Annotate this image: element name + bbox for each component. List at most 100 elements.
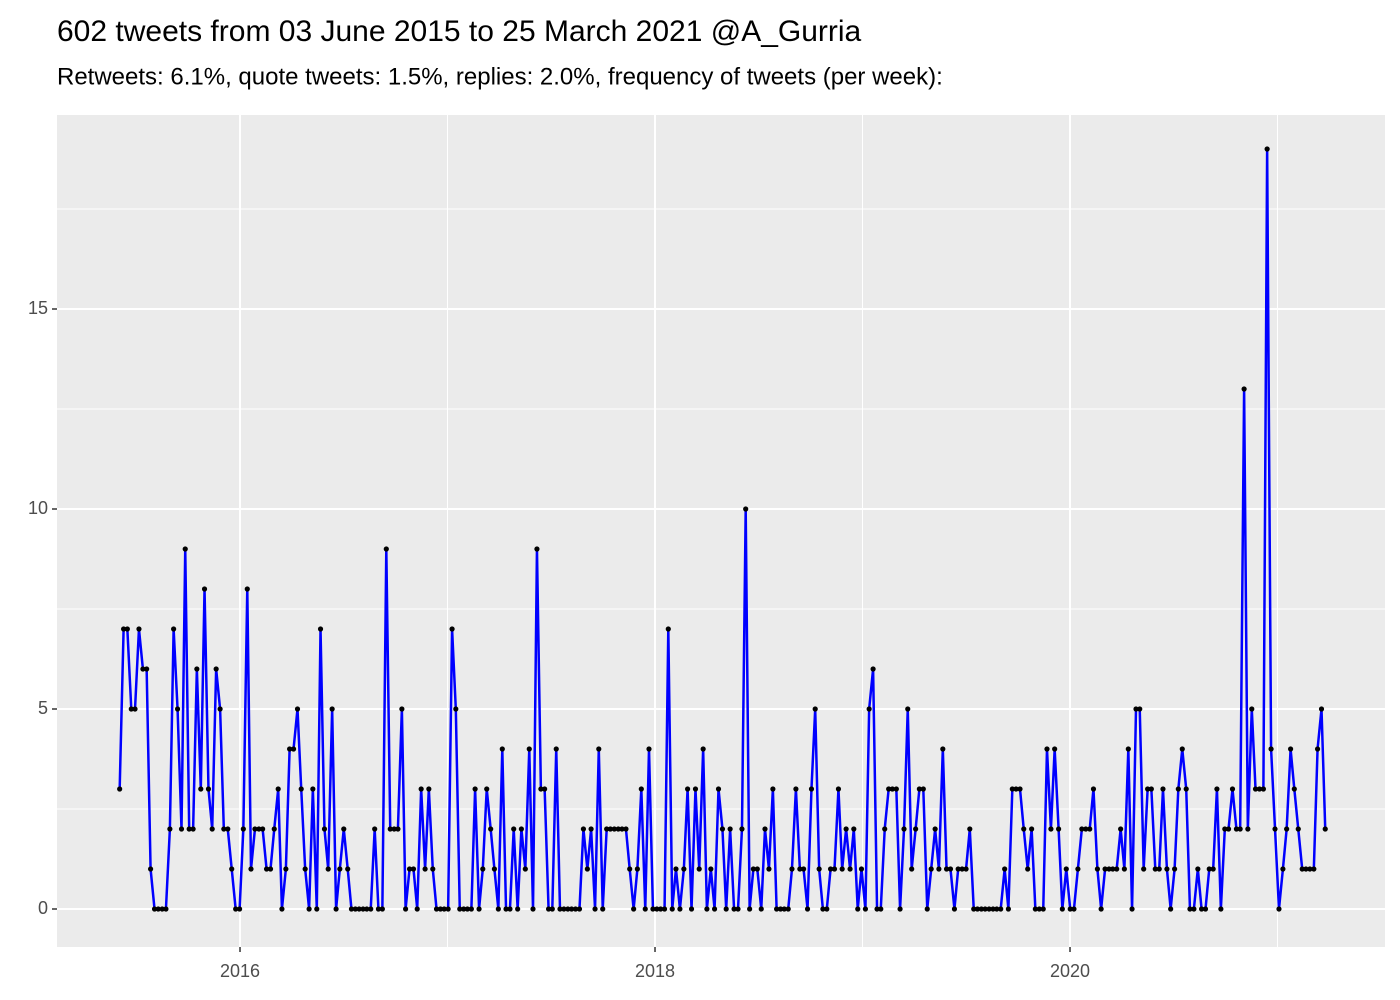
data-point: [155, 906, 161, 912]
data-point: [1214, 786, 1220, 792]
data-point: [688, 906, 695, 912]
data-point: [673, 866, 679, 872]
data-point: [159, 906, 165, 912]
data-point: [248, 866, 254, 872]
data-point: [692, 786, 699, 792]
data-point: [136, 626, 142, 632]
data-point: [1059, 906, 1065, 912]
data-point: [1202, 906, 1209, 912]
data-point: [882, 826, 888, 832]
data-point: [375, 906, 382, 912]
data-point: [445, 906, 451, 912]
data-point: [627, 866, 633, 872]
data-point: [302, 866, 308, 872]
data-point: [372, 826, 378, 832]
data-point: [298, 786, 304, 792]
data-point: [642, 906, 648, 912]
data-point: [422, 866, 428, 872]
data-point: [1260, 786, 1267, 792]
data-point: [1198, 906, 1205, 912]
data-point: [530, 906, 536, 912]
data-point: [785, 906, 791, 912]
data-point: [1110, 866, 1116, 872]
data-point: [990, 906, 996, 912]
data-point: [1017, 786, 1023, 792]
data-point: [762, 826, 768, 832]
data-point: [217, 706, 223, 712]
data-point: [1284, 826, 1290, 832]
data-point: [1179, 746, 1185, 752]
data-point: [831, 866, 838, 872]
data-point: [263, 866, 270, 872]
y-tick-label: 10: [28, 498, 48, 518]
data-point: [1133, 706, 1139, 712]
data-point: [886, 786, 892, 792]
data-point: [804, 906, 811, 912]
data-point: [233, 906, 239, 912]
data-point: [1164, 866, 1170, 872]
data-point: [267, 866, 274, 872]
data-point: [696, 866, 702, 872]
data-point: [959, 866, 965, 872]
data-point: [951, 906, 958, 912]
data-point: [472, 786, 478, 792]
data-point: [352, 906, 358, 912]
data-point: [534, 546, 540, 552]
data-point: [1210, 866, 1216, 872]
data-point: [572, 906, 579, 912]
data-point: [1145, 786, 1151, 792]
data-point: [271, 826, 277, 832]
data-point: [1276, 906, 1282, 912]
data-point: [827, 866, 834, 872]
data-point: [1094, 866, 1101, 872]
data-point: [1168, 906, 1174, 912]
data-point: [719, 826, 726, 832]
data-point: [1141, 866, 1147, 872]
data-point: [368, 906, 374, 912]
data-point: [1291, 786, 1297, 792]
data-point: [441, 906, 447, 912]
data-point: [287, 746, 293, 752]
data-point: [1225, 826, 1232, 832]
data-point: [237, 906, 243, 912]
data-point: [897, 906, 903, 912]
data-point: [1067, 906, 1073, 912]
data-point: [731, 906, 737, 912]
data-point: [480, 866, 486, 872]
data-point: [858, 866, 865, 872]
data-point: [1233, 826, 1240, 832]
data-point: [824, 906, 830, 912]
data-point: [607, 826, 614, 832]
data-point: [379, 906, 385, 912]
data-point: [526, 746, 532, 752]
data-point: [213, 666, 219, 672]
data-point: [1307, 866, 1313, 872]
data-point: [1303, 866, 1309, 872]
data-point: [1311, 866, 1317, 872]
data-point: [1071, 906, 1077, 912]
data-point: [198, 786, 204, 792]
data-point: [430, 866, 436, 872]
data-point: [994, 906, 1000, 912]
data-point: [1322, 826, 1328, 832]
data-point: [604, 826, 610, 832]
data-point: [1187, 906, 1193, 912]
data-point: [511, 826, 517, 832]
data-point: [209, 826, 215, 832]
data-point: [631, 906, 637, 912]
data-point: [151, 906, 158, 912]
data-point: [870, 666, 876, 672]
data-point: [924, 906, 930, 912]
data-point: [615, 826, 621, 832]
data-point: [275, 786, 281, 792]
data-point: [360, 906, 366, 912]
data-point: [1241, 386, 1247, 392]
data-point: [476, 906, 482, 912]
data-point: [549, 906, 555, 912]
data-point: [488, 826, 494, 832]
data-point: [348, 906, 355, 912]
data-point: [808, 786, 815, 792]
data-point: [1252, 786, 1259, 792]
data-point: [1287, 746, 1294, 752]
data-point: [229, 866, 235, 872]
